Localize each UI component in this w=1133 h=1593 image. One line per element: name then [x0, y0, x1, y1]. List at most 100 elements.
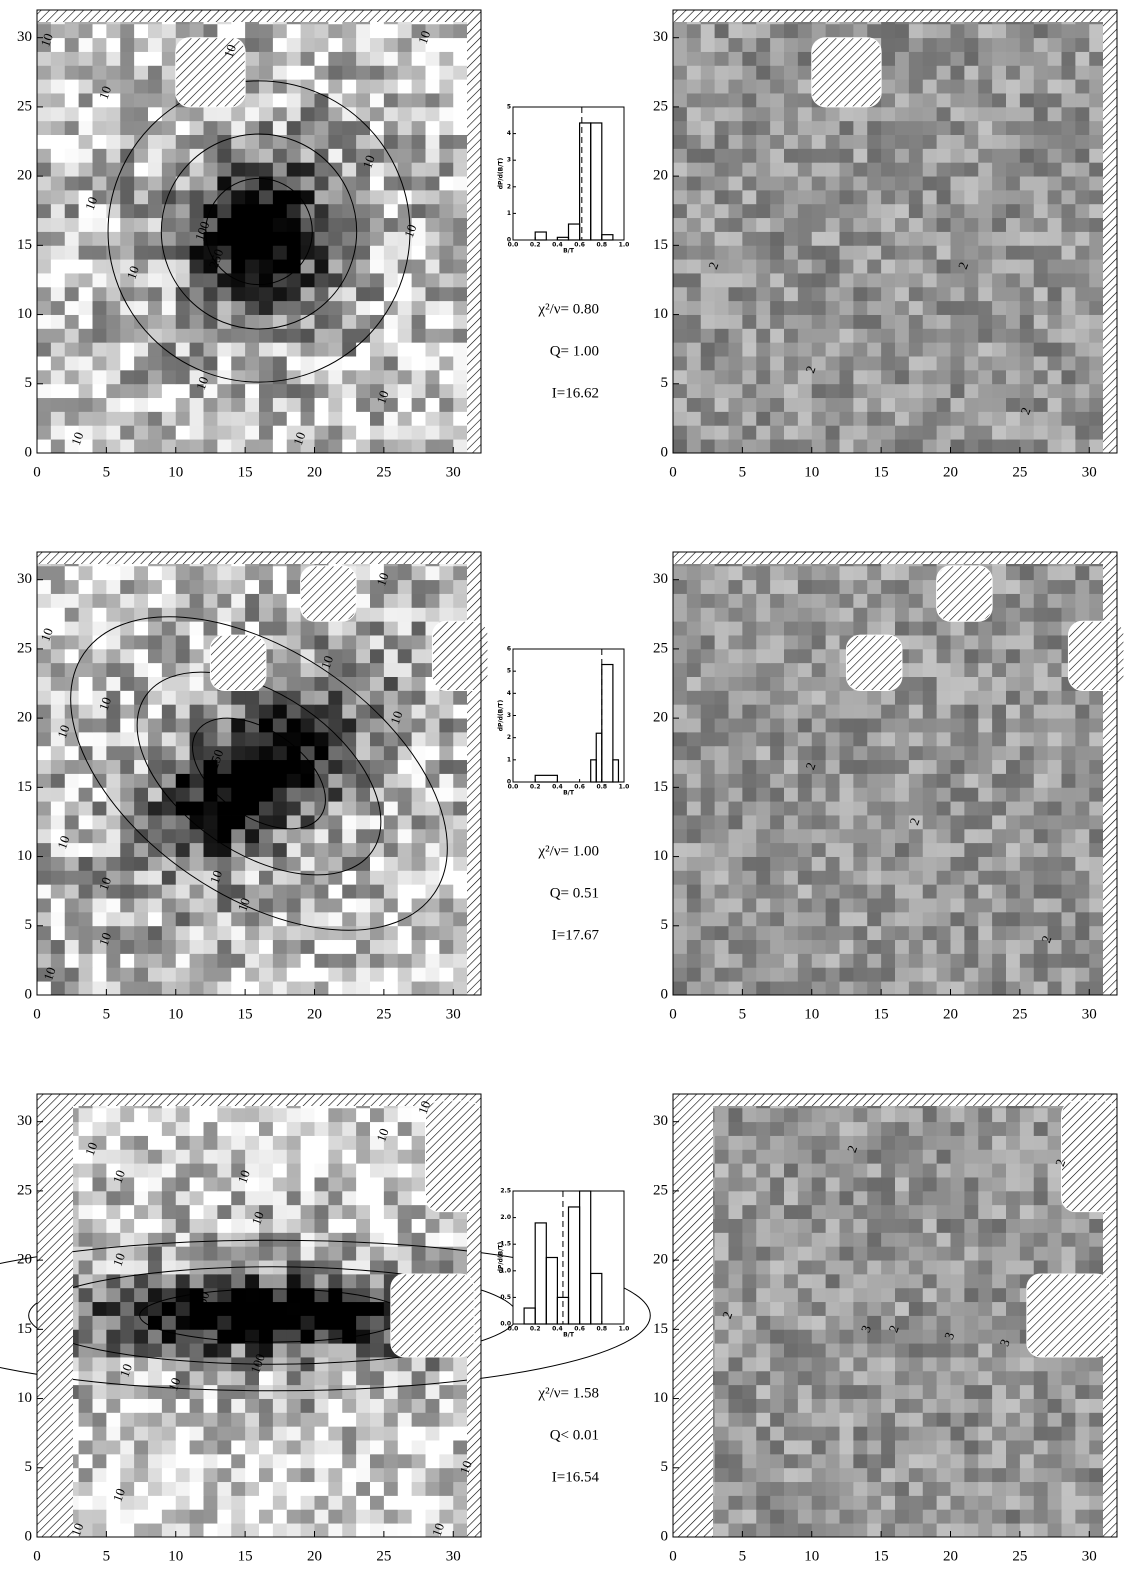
pixel: [259, 328, 273, 342]
pixel: [231, 232, 245, 246]
pixel: [273, 594, 287, 608]
pixel: [1048, 801, 1062, 815]
pixel: [342, 1482, 356, 1496]
pixel: [453, 1260, 467, 1274]
pixel: [190, 912, 204, 926]
pixel: [231, 24, 245, 38]
pixel: [287, 594, 301, 608]
pixel: [301, 677, 315, 691]
pixel: [148, 953, 162, 967]
pixel: [106, 1274, 120, 1288]
pixel: [439, 356, 453, 370]
pixel: [826, 135, 840, 149]
pixel: [65, 135, 79, 149]
pixel: [923, 38, 937, 52]
pixel: [148, 93, 162, 107]
pixel: [384, 940, 398, 954]
pixel: [356, 1482, 370, 1496]
pixel: [853, 24, 867, 38]
pixel: [342, 967, 356, 981]
pixel: [840, 398, 854, 412]
pixel: [37, 940, 51, 954]
pixel: [148, 787, 162, 801]
pixel: [701, 398, 715, 412]
pixel: [1034, 843, 1048, 857]
pixel: [106, 635, 120, 649]
pixel: [840, 370, 854, 384]
pixel: [412, 1385, 426, 1399]
pixel: [259, 273, 273, 287]
pixel: [384, 774, 398, 788]
pixel: [964, 176, 978, 190]
pixel: [1020, 857, 1034, 871]
pixel: [1075, 93, 1089, 107]
pixel: [1034, 912, 1048, 926]
pixel: [964, 815, 978, 829]
pixel: [79, 135, 93, 149]
pixel: [439, 1509, 453, 1523]
pixel: [301, 65, 315, 79]
pixel: [881, 912, 895, 926]
pixel: [784, 635, 798, 649]
pixel: [79, 898, 93, 912]
pixel: [992, 315, 1006, 329]
pixel: [217, 898, 231, 912]
pixel: [328, 1371, 342, 1385]
pixel: [231, 760, 245, 774]
pixel: [826, 870, 840, 884]
pixel: [1048, 218, 1062, 232]
pixel: [701, 704, 715, 718]
pixel: [1006, 439, 1020, 453]
pixel: [37, 912, 51, 926]
pixel: [1048, 38, 1062, 52]
pixel: [356, 259, 370, 273]
pixel: [784, 953, 798, 967]
pixel: [770, 677, 784, 691]
pixel: [840, 107, 854, 121]
pixel: [701, 926, 715, 940]
pixel: [162, 1495, 176, 1509]
pixel: [65, 93, 79, 107]
pixel: [756, 635, 770, 649]
pixel: [453, 1399, 467, 1413]
pixel: [398, 204, 412, 218]
pixel: [453, 704, 467, 718]
pixel: [453, 259, 467, 273]
pixel: [328, 884, 342, 898]
pixel: [881, 621, 895, 635]
pixel: [453, 953, 467, 967]
pixel: [923, 621, 937, 635]
pixel: [231, 1371, 245, 1385]
pixel: [37, 594, 51, 608]
pixel: [356, 1371, 370, 1385]
pixel: [770, 328, 784, 342]
pixel: [715, 621, 729, 635]
pixel: [342, 287, 356, 301]
pixel: [134, 857, 148, 871]
pixel: [853, 843, 867, 857]
pixel: [301, 1509, 315, 1523]
pixel: [384, 815, 398, 829]
pixel: [398, 774, 412, 788]
pixel: [120, 981, 134, 995]
pixel: [287, 121, 301, 135]
pixel: [784, 746, 798, 760]
pixel: [729, 787, 743, 801]
pixel: [1075, 912, 1089, 926]
pixel: [909, 967, 923, 981]
pixel: [1089, 135, 1103, 149]
pixel: [162, 621, 176, 635]
pixel: [687, 79, 701, 93]
pixel: [51, 93, 65, 107]
pixel: [992, 439, 1006, 453]
pixel: [742, 967, 756, 981]
pixel: [701, 663, 715, 677]
pixel: [426, 1426, 440, 1440]
pixel: [79, 1371, 93, 1385]
pixel: [287, 1274, 301, 1288]
pixel: [701, 135, 715, 149]
pixel: [992, 843, 1006, 857]
pixel: [742, 176, 756, 190]
pixel: [259, 1329, 273, 1343]
pixel: [992, 342, 1006, 356]
